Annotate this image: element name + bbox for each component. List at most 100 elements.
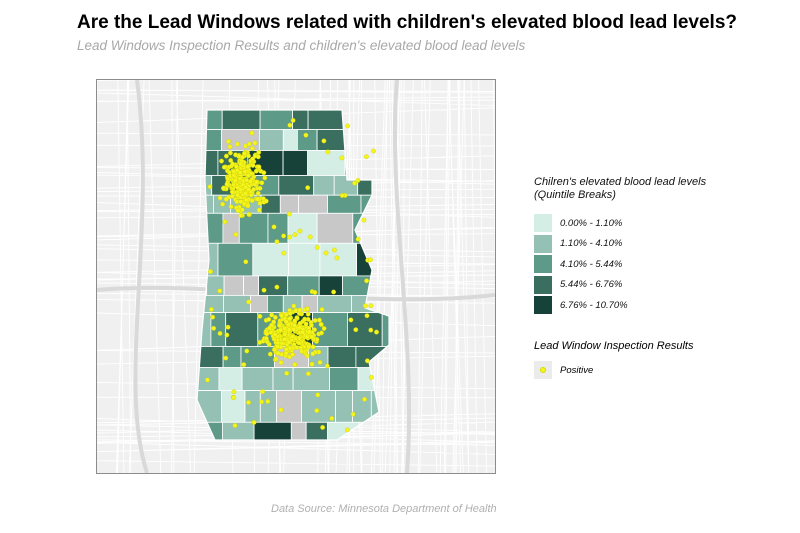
lead-window-point bbox=[287, 316, 293, 322]
lead-window-point bbox=[246, 153, 251, 159]
map-panel[interactable] bbox=[96, 79, 496, 474]
lead-window-point bbox=[240, 154, 245, 160]
lead-window-point bbox=[246, 399, 251, 405]
lead-window-point bbox=[207, 184, 213, 190]
lead-window-point bbox=[296, 340, 302, 346]
census-tract bbox=[197, 294, 224, 313]
census-tract bbox=[298, 194, 328, 214]
census-tract bbox=[223, 294, 251, 313]
lead-window-point bbox=[227, 144, 233, 150]
lead-window-point bbox=[208, 269, 213, 275]
lead-window-point bbox=[283, 319, 289, 324]
lead-window-point bbox=[281, 250, 287, 256]
lead-window-point bbox=[205, 377, 210, 383]
lead-window-point bbox=[210, 314, 216, 320]
lead-window-point bbox=[250, 163, 256, 168]
census-tract bbox=[292, 367, 331, 391]
census-tracts bbox=[196, 109, 390, 441]
lead-window-point bbox=[223, 355, 229, 361]
lead-window-point bbox=[334, 255, 340, 261]
census-tract bbox=[329, 367, 359, 391]
census-tract bbox=[244, 390, 261, 423]
legend-point-swatch bbox=[534, 361, 552, 379]
lead-window-point bbox=[297, 321, 303, 326]
lead-window-point bbox=[368, 327, 374, 333]
census-tract bbox=[272, 367, 294, 391]
map-subtitle: Lead Windows Inspection Results and chil… bbox=[77, 38, 526, 53]
lead-window-point bbox=[245, 203, 251, 209]
lead-window-point bbox=[271, 224, 277, 230]
census-tract bbox=[282, 129, 298, 151]
lead-window-point bbox=[353, 327, 359, 333]
legend-item-class-5: 6.76% - 10.70% bbox=[534, 295, 706, 316]
lead-window-point bbox=[245, 164, 251, 170]
census-tract bbox=[327, 194, 362, 214]
census-tract bbox=[221, 110, 261, 131]
census-tract bbox=[250, 294, 268, 313]
lead-window-point bbox=[232, 423, 238, 428]
census-tract bbox=[238, 212, 269, 244]
legend-label-class-1: 0.00% - 1.10% bbox=[560, 217, 623, 229]
lead-window-point bbox=[242, 143, 248, 149]
lead-window-point bbox=[263, 198, 269, 204]
lead-window-point bbox=[331, 289, 337, 295]
lead-window-point bbox=[352, 180, 358, 186]
lead-window-point bbox=[299, 348, 305, 354]
census-tract bbox=[222, 212, 240, 244]
census-tract bbox=[381, 312, 389, 347]
census-tract bbox=[197, 390, 222, 423]
lead-window-points bbox=[205, 118, 379, 433]
lead-window-point bbox=[230, 161, 236, 167]
lead-window-point bbox=[307, 234, 313, 240]
lead-window-point bbox=[234, 141, 240, 147]
lead-window-point bbox=[227, 150, 233, 156]
lead-window-point bbox=[367, 257, 373, 263]
legend-item-class-3: 4.10% - 5.44% bbox=[534, 254, 706, 275]
lead-window-point bbox=[306, 329, 312, 335]
census-tract bbox=[316, 212, 354, 244]
lead-window-point bbox=[287, 310, 293, 316]
lead-window-point bbox=[305, 311, 311, 317]
census-tract bbox=[327, 346, 357, 369]
census-tract bbox=[197, 194, 214, 214]
lead-window-point bbox=[271, 319, 277, 325]
lead-window-point bbox=[261, 287, 267, 293]
lead-window-point bbox=[314, 245, 320, 250]
lead-window-point bbox=[348, 317, 354, 323]
lead-window-point bbox=[267, 351, 273, 357]
lead-window-point bbox=[317, 359, 323, 365]
lead-window-point bbox=[312, 318, 318, 323]
legend-label-class-2: 1.10% - 4.10% bbox=[560, 238, 623, 250]
lead-window-point bbox=[290, 352, 296, 357]
lead-window-point bbox=[279, 313, 285, 319]
census-tract bbox=[258, 275, 289, 296]
lead-window-point bbox=[339, 193, 345, 198]
lead-window-point bbox=[217, 330, 223, 336]
choropleth-map bbox=[97, 80, 495, 473]
census-tract bbox=[307, 150, 346, 176]
lead-window-point bbox=[259, 180, 265, 186]
lead-window-point bbox=[265, 398, 271, 404]
lead-window-point bbox=[278, 327, 284, 333]
lead-window-point bbox=[282, 331, 288, 337]
city-boundary bbox=[196, 109, 390, 441]
lead-window-point bbox=[235, 208, 241, 213]
lead-window-point bbox=[294, 345, 300, 350]
lead-window-point bbox=[223, 196, 229, 202]
lead-window-point bbox=[266, 316, 272, 322]
lead-window-point bbox=[231, 395, 237, 400]
lead-window-point bbox=[294, 315, 300, 321]
legend-item-class-1: 0.00% - 1.10% bbox=[534, 213, 706, 234]
lead-window-point bbox=[318, 321, 324, 327]
census-tract bbox=[278, 175, 315, 196]
lead-window-point bbox=[310, 344, 316, 350]
lead-window-point bbox=[371, 148, 376, 154]
census-tract bbox=[253, 421, 292, 440]
choropleth-legend-title: Chilren's elevated blood lead levels (Qu… bbox=[534, 176, 707, 201]
lead-window-point bbox=[250, 156, 256, 162]
census-tract bbox=[258, 129, 284, 151]
lead-window-point bbox=[292, 232, 298, 238]
data-source-note: Data Source: Minnesota Department of Hea… bbox=[271, 503, 497, 515]
lead-window-point bbox=[251, 187, 257, 192]
census-tract bbox=[197, 242, 219, 277]
